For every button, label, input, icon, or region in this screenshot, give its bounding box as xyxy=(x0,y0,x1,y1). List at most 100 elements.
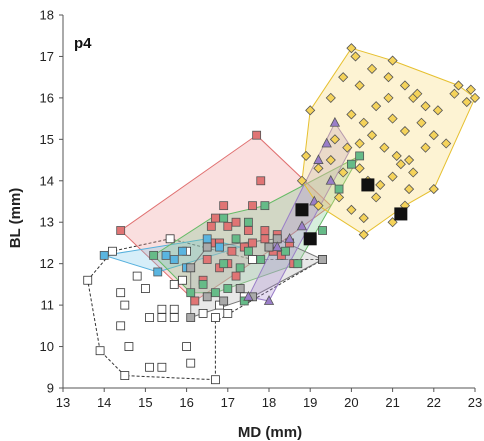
point-series-0-24 xyxy=(198,308,208,318)
point-series-3-19 xyxy=(334,184,344,194)
point-series-0-22 xyxy=(182,342,192,351)
point-series-3-8 xyxy=(243,246,253,256)
point-series-6-9 xyxy=(313,200,324,211)
point-series-0-7 xyxy=(116,321,126,331)
point-series-0-9 xyxy=(132,271,142,281)
point-series-6-31 xyxy=(329,134,340,145)
point-series-3-18 xyxy=(318,226,327,235)
point-series-2-2 xyxy=(161,250,171,260)
x-axis-label: MD (mm) xyxy=(238,424,302,441)
point-series-6-13 xyxy=(354,80,365,91)
point-series-6-47 xyxy=(333,192,345,203)
x-tick-label: 19 xyxy=(303,395,317,410)
point-series-0-2 xyxy=(95,346,105,356)
point-series-4-2 xyxy=(219,296,229,306)
point-series-3-9 xyxy=(256,255,266,264)
point-series-6-56 xyxy=(412,88,423,99)
point-series-1-8 xyxy=(231,217,241,227)
point-series-6-49 xyxy=(358,213,369,224)
point-series-6-43 xyxy=(375,179,386,190)
point-series-6-33 xyxy=(354,138,365,149)
y-axis-label: BL (mm) xyxy=(7,188,24,249)
point-series-0-3 xyxy=(120,371,130,380)
y-tick-label: 10 xyxy=(40,339,54,354)
point-series-6-2 xyxy=(350,51,361,62)
point-series-0-15 xyxy=(169,313,179,322)
point-series-1-5 xyxy=(211,213,220,223)
point-series-5-0 xyxy=(243,290,254,301)
point-series-3-6 xyxy=(243,217,253,227)
point-series-6-38 xyxy=(420,142,431,153)
axes-frame xyxy=(59,14,476,392)
point-series-2-4 xyxy=(178,246,187,256)
x-tick-label: 22 xyxy=(427,395,441,410)
point-series-6-20 xyxy=(449,88,460,99)
point-series-3-1 xyxy=(186,288,196,298)
point-series-6-50 xyxy=(371,192,382,203)
point-series-1-10 xyxy=(260,226,270,235)
point-series-2-6 xyxy=(202,234,212,244)
point-series-6-3 xyxy=(387,55,398,66)
point-series-0-21 xyxy=(169,279,179,289)
point-series-6-4 xyxy=(453,80,464,91)
point-series-3-14 xyxy=(223,284,233,293)
point-series-6-28 xyxy=(416,117,427,128)
point-series-0-12 xyxy=(157,313,167,322)
panel-label: p4 xyxy=(74,35,92,52)
point-series-6-40 xyxy=(338,167,349,178)
point-series-4-1 xyxy=(202,292,212,302)
y-tick-label: 11 xyxy=(41,298,55,313)
x-tick-label: 17 xyxy=(221,395,235,410)
x-tick-label: 18 xyxy=(262,395,276,410)
point-series-2-3 xyxy=(169,255,179,264)
point-series-0-14 xyxy=(169,304,179,314)
point-series-6-23 xyxy=(346,109,357,120)
point-series-6-5 xyxy=(469,92,481,103)
point-series-6-41 xyxy=(354,163,365,174)
point-series-6-39 xyxy=(325,154,336,166)
point-series-1-7 xyxy=(223,221,233,231)
point-series-0-5 xyxy=(116,288,126,298)
point-series-1-20 xyxy=(202,255,212,264)
point-series-0-13 xyxy=(157,304,167,314)
point-series-5-2 xyxy=(329,116,341,127)
point-series-0-18 xyxy=(178,275,187,285)
point-series-0-4 xyxy=(211,375,220,385)
point-series-6-10 xyxy=(296,175,308,186)
point-series-0-6 xyxy=(120,300,130,310)
point-series-6-16 xyxy=(399,80,411,91)
x-tick-label: 14 xyxy=(97,395,111,410)
point-series-5-9 xyxy=(272,241,283,251)
point-series-1-0 xyxy=(116,226,126,235)
point-series-0-11 xyxy=(145,313,154,322)
point-series-3-21 xyxy=(355,151,365,161)
y-tick-label: 17 xyxy=(40,49,54,64)
point-series-6-27 xyxy=(399,125,411,137)
point-series-0-20 xyxy=(165,234,175,244)
hull-series-0 xyxy=(87,238,325,381)
point-series-2-0 xyxy=(99,250,109,260)
point-series-1-9 xyxy=(243,226,253,235)
y-tick-label: 18 xyxy=(40,8,54,23)
point-series-6-53 xyxy=(301,150,312,161)
point-series-1-13 xyxy=(227,246,237,256)
point-series-3-20 xyxy=(346,159,356,169)
point-series-6-32 xyxy=(342,142,353,153)
point-series-6-12 xyxy=(338,72,349,83)
point-series-1-3 xyxy=(248,201,257,211)
point-series-0-16 xyxy=(145,362,154,372)
point-series-6-6 xyxy=(428,184,439,195)
point-series-6-22 xyxy=(465,84,476,95)
point-series-6-48 xyxy=(346,204,357,215)
point-series-7-0 xyxy=(295,203,309,217)
point-series-3-13 xyxy=(235,263,245,273)
point-series-5-5 xyxy=(325,174,336,185)
point-series-6-8 xyxy=(358,229,369,240)
point-series-6-14 xyxy=(366,63,378,74)
point-series-3-16 xyxy=(293,259,303,269)
point-series-1-15 xyxy=(248,238,257,248)
point-series-3-5 xyxy=(260,201,270,211)
point-series-4-7 xyxy=(318,255,327,264)
point-series-3-0 xyxy=(149,250,159,260)
